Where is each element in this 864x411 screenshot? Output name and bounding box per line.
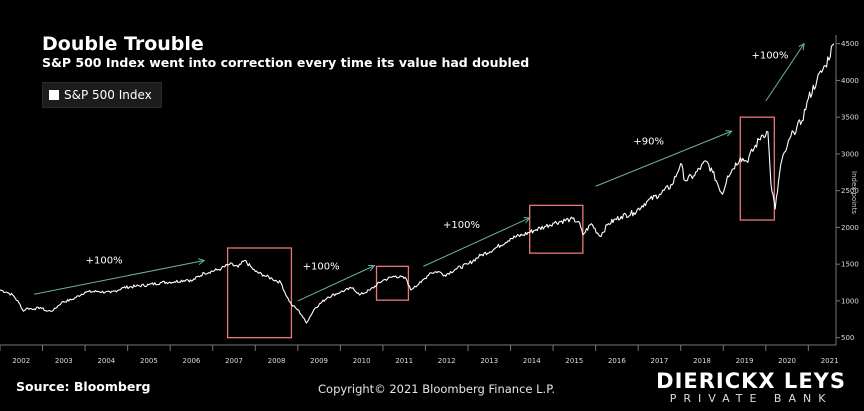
chart-title: Double Trouble bbox=[42, 33, 204, 55]
y-tick-label: 500 bbox=[841, 334, 854, 342]
x-tick-label: 2015 bbox=[565, 357, 583, 365]
x-tick-label: 2010 bbox=[353, 357, 371, 365]
x-tick-label: 2006 bbox=[183, 357, 201, 365]
x-tick-label: 2003 bbox=[55, 357, 73, 365]
annotation-arrow bbox=[595, 131, 732, 187]
x-tick-label: 2012 bbox=[438, 357, 456, 365]
y-tick-label: 3000 bbox=[841, 150, 859, 158]
correction-box bbox=[529, 204, 584, 254]
annotation-label: +100% bbox=[303, 261, 340, 272]
annotation-arrow bbox=[423, 218, 529, 267]
source-label: Source: Bloomberg bbox=[16, 379, 151, 394]
x-tick-label: 2009 bbox=[310, 357, 328, 365]
x-tick-label: 2016 bbox=[608, 357, 626, 365]
legend: S&P 500 Index bbox=[42, 82, 162, 108]
y-tick-label: 3500 bbox=[841, 114, 859, 122]
sp500-line bbox=[0, 43, 835, 324]
annotation-label: +90% bbox=[633, 137, 664, 148]
legend-label: S&P 500 Index bbox=[64, 88, 152, 102]
x-tick-label: 2021 bbox=[821, 357, 839, 365]
y-tick-label: 1000 bbox=[841, 297, 859, 305]
copyright: Copyright© 2021 Bloomberg Finance L.P. bbox=[318, 382, 555, 396]
y-tick-label: 1500 bbox=[841, 261, 859, 269]
x-tick-label: 2002 bbox=[12, 357, 30, 365]
x-tick-label: 2008 bbox=[268, 357, 286, 365]
annotation-label: +100% bbox=[443, 220, 480, 231]
y-tick-label: 2500 bbox=[841, 187, 859, 195]
x-tick-label: 2020 bbox=[778, 357, 796, 365]
x-tick-label: 2007 bbox=[225, 357, 243, 365]
x-tick-label: 2004 bbox=[97, 357, 115, 365]
x-tick-label: 2017 bbox=[651, 357, 669, 365]
x-tick-label: 2018 bbox=[693, 357, 711, 365]
annotation-label: +100% bbox=[751, 50, 788, 61]
x-tick-label: 2005 bbox=[140, 357, 158, 365]
brand-tagline: PRIVATE BANK bbox=[669, 392, 833, 405]
annotation-arrow bbox=[765, 44, 804, 102]
y-tick-label: 4000 bbox=[841, 77, 859, 85]
annotation-arrow bbox=[33, 260, 204, 295]
correction-box bbox=[739, 116, 775, 221]
annotation-arrow bbox=[297, 266, 375, 302]
legend-swatch bbox=[49, 90, 59, 100]
x-tick-label: 2011 bbox=[395, 357, 413, 365]
y-axis-label: Index points bbox=[850, 171, 858, 214]
y-tick-label: 2000 bbox=[841, 224, 859, 232]
x-tick-label: 2013 bbox=[480, 357, 498, 365]
x-tick-label: 2019 bbox=[736, 357, 754, 365]
brand-name: DIERICKX LEYS bbox=[656, 369, 846, 393]
chart-subtitle: S&P 500 Index went into correction every… bbox=[42, 55, 530, 70]
x-tick-label: 2014 bbox=[523, 357, 541, 365]
brand-logo: DIERICKX LEYS PRIVATE BANK bbox=[656, 370, 846, 406]
y-tick-label: 4500 bbox=[841, 40, 859, 48]
annotation-label: +100% bbox=[86, 255, 123, 266]
correction-box bbox=[375, 265, 410, 301]
correction-box bbox=[226, 247, 293, 339]
